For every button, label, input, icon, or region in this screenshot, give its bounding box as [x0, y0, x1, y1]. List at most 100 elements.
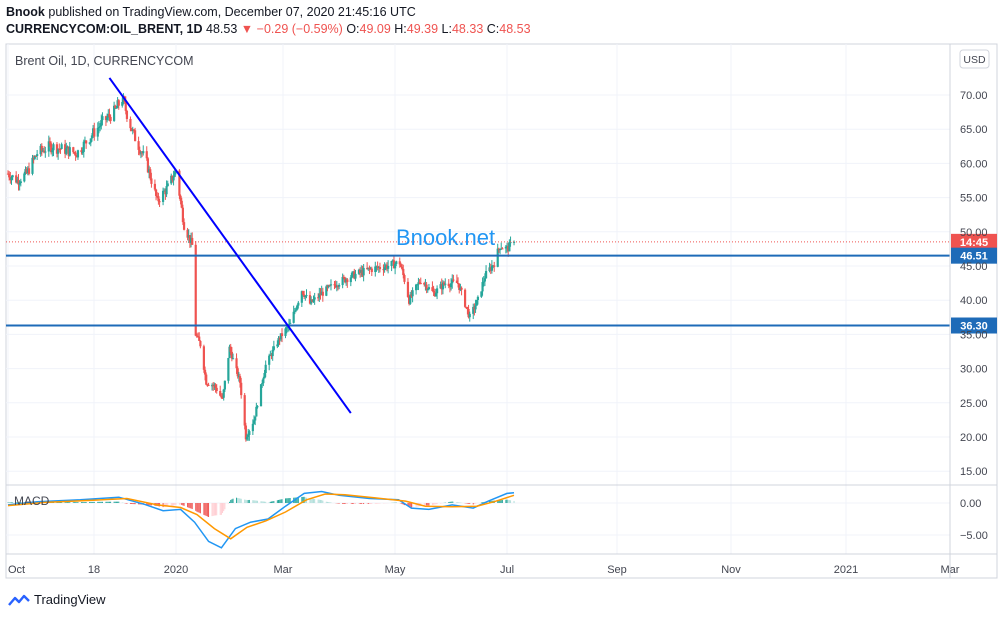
candle-body — [11, 175, 14, 178]
candle-body — [390, 261, 393, 266]
candle-body — [252, 420, 256, 424]
candle-body — [65, 148, 68, 154]
candle-body — [106, 117, 109, 121]
macd-line — [7, 490, 515, 549]
candle-body — [164, 190, 167, 195]
macd-tick-label: −5.00 — [960, 530, 988, 542]
candle-body — [147, 169, 151, 173]
candle-body — [279, 333, 282, 340]
price-tick-label: 45.00 — [960, 261, 988, 273]
price-tick-label: 20.00 — [960, 432, 988, 444]
price-label-bg — [951, 247, 997, 264]
candle-body — [382, 269, 385, 271]
candle-body — [329, 284, 333, 286]
candle-body — [34, 155, 38, 157]
price-label-bg — [951, 233, 997, 250]
candle-body — [401, 266, 404, 269]
publisher-name: Bnook — [6, 5, 45, 19]
time-tick-label: 18 — [88, 564, 100, 576]
candle-body — [114, 105, 117, 108]
candle-body — [133, 130, 137, 142]
close-value: 48.53 — [499, 22, 531, 36]
price-tick-label: 40.00 — [960, 295, 988, 307]
price-label: 46.51 — [960, 251, 988, 263]
time-tick-label: 2021 — [834, 564, 858, 576]
candle-body — [268, 355, 271, 365]
candle-body — [285, 327, 288, 329]
candle-body — [433, 292, 436, 297]
price-label: 14:45 — [960, 237, 988, 249]
price-tick-label: 50.00 — [960, 227, 988, 239]
candle-body — [231, 358, 235, 360]
candle-body — [66, 146, 69, 149]
candle-body — [491, 265, 495, 267]
candle-body — [426, 289, 429, 291]
candle-body — [210, 385, 214, 387]
candle-body — [73, 152, 76, 154]
candle-body — [321, 291, 324, 296]
candle-body — [269, 355, 272, 357]
candle-body — [417, 282, 420, 285]
candle-body — [113, 105, 116, 121]
candle-body — [170, 175, 173, 184]
candle-body — [163, 190, 166, 192]
candle-body — [409, 294, 412, 304]
candle-body — [180, 200, 183, 208]
candle-body — [16, 179, 19, 183]
candle-body — [374, 266, 377, 273]
candle-body — [406, 281, 410, 297]
candle-body — [55, 144, 59, 154]
candle-body — [153, 183, 157, 190]
candle-body — [308, 295, 312, 304]
candle-body — [466, 306, 469, 310]
candle-body — [378, 267, 382, 270]
tradingview-logo[interactable]: TradingView — [8, 592, 106, 607]
candle-body — [235, 358, 238, 369]
candle-body — [263, 372, 266, 379]
candle-body — [40, 145, 43, 151]
candle-body — [131, 129, 134, 131]
candle-body — [392, 260, 396, 269]
candle-body — [36, 154, 39, 157]
candle-body — [328, 285, 331, 287]
candle-body — [505, 246, 509, 248]
price-label-bg — [951, 317, 997, 334]
candle-body — [496, 248, 499, 267]
candle-body — [198, 336, 201, 341]
candle-body — [93, 128, 96, 137]
candle-body — [501, 248, 504, 250]
candle-body — [262, 378, 265, 384]
price-label: 36.30 — [960, 321, 988, 333]
candle-body — [361, 270, 364, 276]
candle-body — [411, 290, 414, 297]
candle-body — [57, 148, 60, 154]
open-value: 49.09 — [359, 22, 391, 36]
candle-body — [504, 246, 507, 249]
candle-body — [47, 141, 50, 152]
candle-body — [370, 268, 373, 273]
candle-body — [480, 291, 483, 297]
currency-button[interactable]: USD — [959, 49, 990, 69]
candle-body — [221, 397, 224, 399]
time-tick-label: 2020 — [164, 564, 188, 576]
candle-body — [142, 151, 145, 154]
price-tick-label: 70.00 — [960, 90, 988, 102]
candle-body — [74, 152, 77, 156]
price-tick-label: 15.00 — [960, 466, 988, 478]
time-tick-label: Oct — [8, 564, 25, 576]
candle-body — [100, 120, 103, 127]
candle-body — [338, 285, 341, 287]
candle-body — [227, 357, 230, 381]
last-price: 48.53 — [206, 22, 238, 36]
candle-body — [228, 346, 231, 358]
candle-body — [85, 140, 88, 144]
candle-body — [441, 282, 445, 290]
candle-body — [90, 135, 94, 139]
candle-body — [352, 271, 355, 273]
candle-body — [9, 177, 12, 181]
candle-body — [410, 294, 413, 297]
candle-body — [311, 299, 314, 302]
candle-body — [336, 286, 340, 288]
candle-body — [27, 168, 31, 174]
